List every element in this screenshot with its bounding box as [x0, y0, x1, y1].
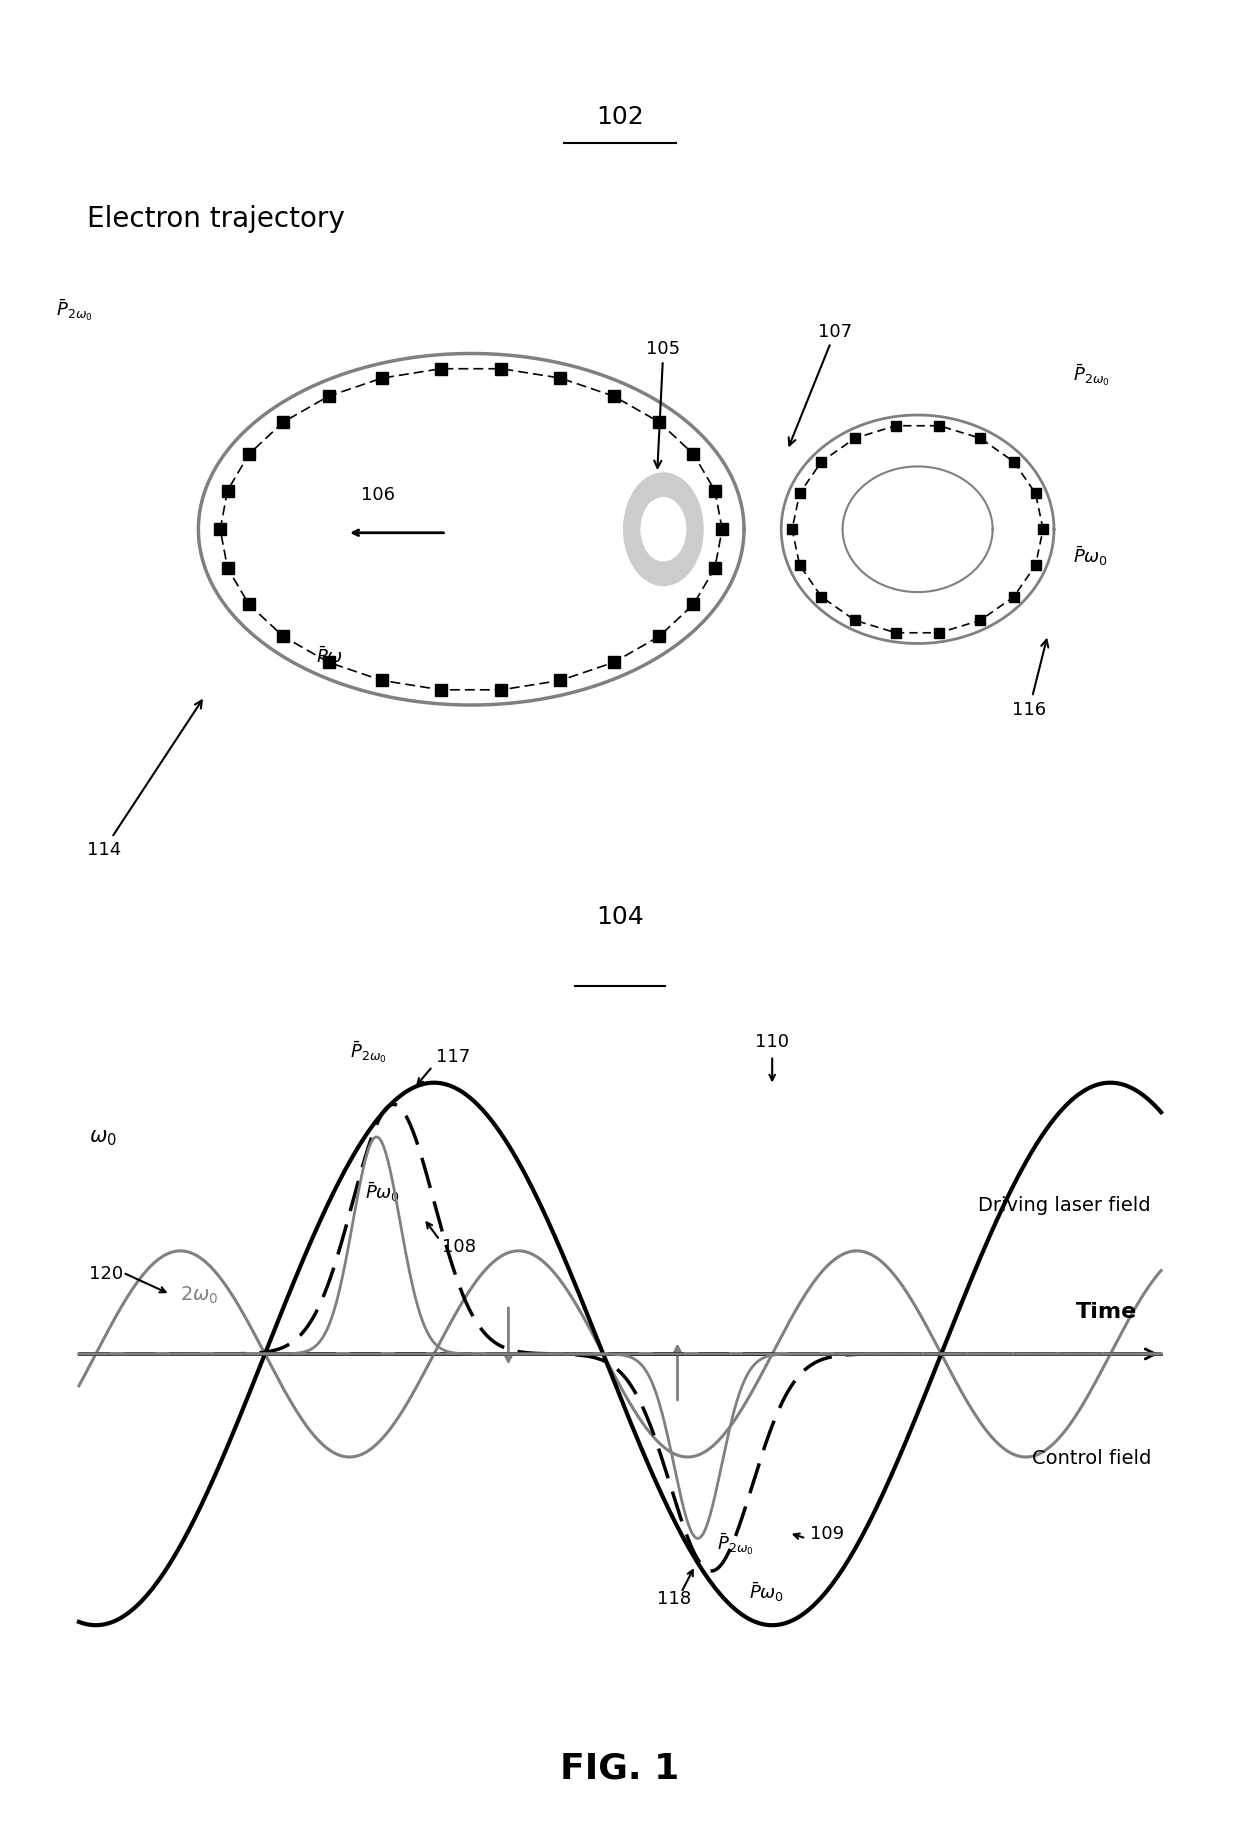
Text: $\bar{P}\omega_0$: $\bar{P}\omega_0$ — [1073, 545, 1107, 567]
Text: 105: 105 — [646, 340, 681, 468]
Text: Time: Time — [1076, 1301, 1137, 1321]
Text: $\omega_0$: $\omega_0$ — [89, 1127, 117, 1147]
Text: 104: 104 — [596, 904, 644, 930]
Text: $\bar{P}\omega$: $\bar{P}\omega$ — [316, 646, 343, 666]
Text: 117: 117 — [435, 1047, 470, 1065]
Text: 114: 114 — [87, 701, 202, 858]
Text: 120: 120 — [89, 1265, 123, 1281]
Text: 110: 110 — [755, 1032, 789, 1050]
Circle shape — [646, 501, 663, 527]
Text: 102: 102 — [596, 104, 644, 128]
Text: 108: 108 — [441, 1237, 476, 1255]
Text: Control field: Control field — [1032, 1448, 1151, 1466]
Text: 118: 118 — [656, 1590, 691, 1607]
Text: 106: 106 — [361, 485, 396, 503]
Text: $\bar{P}_{2\omega_0}$: $\bar{P}_{2\omega_0}$ — [1073, 362, 1110, 388]
Text: $\bar{P}\omega_0$: $\bar{P}\omega_0$ — [365, 1180, 401, 1204]
Text: 116: 116 — [1012, 640, 1048, 719]
Text: $\bar{P}\omega_0$: $\bar{P}\omega_0$ — [749, 1579, 784, 1603]
Text: 107: 107 — [789, 322, 853, 447]
Text: $2\omega_0$: $2\omega_0$ — [180, 1285, 218, 1305]
Circle shape — [641, 498, 686, 562]
Circle shape — [624, 474, 703, 586]
Text: Driving laser field: Driving laser field — [978, 1195, 1151, 1215]
Text: $\bar{P}_{2\omega_0}$: $\bar{P}_{2\omega_0}$ — [717, 1530, 754, 1557]
Text: FIG. 1: FIG. 1 — [560, 1749, 680, 1784]
Text: $\bar{P}_{2\omega_0}$: $\bar{P}_{2\omega_0}$ — [350, 1038, 387, 1063]
Text: 109: 109 — [811, 1524, 844, 1543]
Text: $\bar{P}_{2\omega_0}$: $\bar{P}_{2\omega_0}$ — [56, 298, 93, 324]
Text: Electron trajectory: Electron trajectory — [87, 205, 345, 232]
